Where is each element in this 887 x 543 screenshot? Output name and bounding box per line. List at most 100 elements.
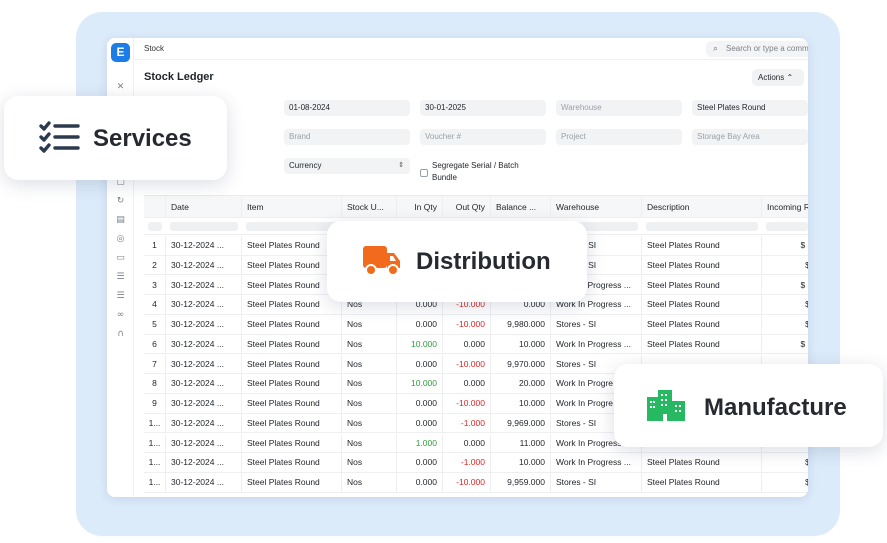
cell-warehouse[interactable]: Work In Progress ... xyxy=(551,453,642,472)
cell-out-qty[interactable]: 0.000 xyxy=(443,374,491,393)
cell-out-qty[interactable]: -10.000 xyxy=(443,315,491,334)
cell-incoming-rate[interactable]: $ 0 xyxy=(762,295,808,314)
cell-incoming-rate[interactable]: $ 0 xyxy=(762,315,808,334)
server-icon[interactable]: ☰ xyxy=(116,291,125,301)
table-row[interactable]: 1... 30-12-2024 ... Steel Plates Round Nos 0… xyxy=(144,413,808,434)
cell-uom[interactable]: Nos xyxy=(342,473,397,492)
printer-icon[interactable]: ▤ xyxy=(116,215,125,225)
header-description[interactable]: Description xyxy=(642,196,762,217)
row-index[interactable]: 8 xyxy=(144,374,166,393)
row-index[interactable]: 5 xyxy=(144,315,166,334)
cell-description[interactable]: Steel Plates Round xyxy=(642,295,762,314)
cell-warehouse[interactable]: Work In Progress ... xyxy=(551,334,642,354)
row-index[interactable]: 7 xyxy=(144,354,166,374)
filter-date[interactable] xyxy=(170,222,238,231)
cell-warehouse[interactable]: Stores - SI xyxy=(551,354,642,374)
cell-in-qty[interactable]: 1.000 xyxy=(397,433,443,453)
cell-item[interactable]: Steel Plates Round xyxy=(242,413,342,433)
cell-balance[interactable]: 10.000 xyxy=(491,394,551,413)
manufacture-card[interactable]: Manufacture xyxy=(614,364,883,447)
distribution-card[interactable]: Distribution xyxy=(327,221,587,302)
cell-uom[interactable]: Nos xyxy=(342,315,397,334)
segregate-checkbox[interactable] xyxy=(420,169,428,177)
cell-incoming-rate[interactable]: $ 0 xyxy=(762,256,808,275)
cell-uom[interactable]: Nos xyxy=(342,413,397,433)
app-logo[interactable]: E xyxy=(111,43,130,62)
cell-date[interactable]: 30-12-2024 ... xyxy=(166,255,242,275)
cell-in-qty[interactable]: 0.000 xyxy=(397,354,443,374)
table-row[interactable]: 9 30-12-2024 ... Steel Plates Round Nos 0.00… xyxy=(144,394,808,414)
cell-date[interactable]: 30-12-2024 ... xyxy=(166,334,242,354)
row-index[interactable]: 4 xyxy=(144,295,166,314)
cell-item[interactable]: Steel Plates Round xyxy=(242,453,342,472)
services-card[interactable]: Services xyxy=(4,96,227,180)
row-index[interactable]: 3 xyxy=(144,275,166,295)
cell-warehouse[interactable]: Stores - SI xyxy=(551,315,642,334)
target-icon[interactable]: ◎ xyxy=(116,234,125,244)
cell-description[interactable]: Steel Plates Round xyxy=(642,453,762,472)
database-icon[interactable]: ☰ xyxy=(116,272,125,282)
header-uom[interactable]: Stock U... xyxy=(342,196,397,217)
row-index[interactable]: 1 xyxy=(144,236,166,255)
refresh-icon[interactable]: ↻ xyxy=(116,196,125,206)
cell-date[interactable]: 30-12-2024 ... xyxy=(166,433,242,453)
headset-icon[interactable]: ∩ xyxy=(117,329,124,339)
cell-uom[interactable]: Nos xyxy=(342,453,397,472)
cell-incoming-rate[interactable]: $ 30 xyxy=(800,338,808,349)
cell-balance[interactable]: 9,969.000 xyxy=(491,413,551,433)
tools-icon[interactable]: ✕ xyxy=(116,82,125,92)
actions-button[interactable]: Actions ⌃ xyxy=(752,69,804,86)
filter-warehouse[interactable] xyxy=(555,222,638,231)
filter-description[interactable] xyxy=(646,222,758,231)
cell-date[interactable]: 30-12-2024 ... xyxy=(166,315,242,334)
row-index[interactable]: 9 xyxy=(144,394,166,413)
cell-out-qty[interactable]: 0.000 xyxy=(443,433,491,453)
brand-field[interactable]: Brand xyxy=(284,129,410,145)
cell-item[interactable]: Steel Plates Round xyxy=(242,315,342,334)
link-icon[interactable]: ∞ xyxy=(116,310,125,320)
to-date-field[interactable]: 30-01-2025 xyxy=(420,100,546,116)
header-item[interactable]: Item xyxy=(242,196,342,217)
cell-uom[interactable]: Nos xyxy=(342,374,397,393)
table-row[interactable]: 5 30-12-2024 ... Steel Plates Round Nos 0.00… xyxy=(144,315,808,335)
cell-uom[interactable]: Nos xyxy=(342,394,397,413)
cell-date[interactable]: 30-12-2024 ... xyxy=(166,413,242,433)
cell-balance[interactable]: 9,980.000 xyxy=(491,315,551,334)
cell-in-qty[interactable]: 0.000 xyxy=(397,295,443,314)
row-index[interactable]: 6 xyxy=(144,334,166,354)
cell-out-qty[interactable]: -1.000 xyxy=(443,413,491,433)
item-field[interactable]: Steel Plates Round xyxy=(692,100,808,116)
row-index[interactable]: 1... xyxy=(144,453,166,472)
cell-uom[interactable]: Nos xyxy=(342,433,397,453)
cell-balance[interactable]: 9,959.000 xyxy=(491,473,551,492)
project-field[interactable]: Project xyxy=(556,129,682,145)
breadcrumb[interactable]: Stock xyxy=(144,44,165,53)
box-icon[interactable]: ▢ xyxy=(116,177,125,187)
cell-description[interactable]: Steel Plates Round xyxy=(642,334,762,354)
cell-uom[interactable]: Nos xyxy=(342,334,397,354)
row-index[interactable]: 1... xyxy=(144,473,166,492)
cell-incoming-rate[interactable]: $ 0 xyxy=(762,453,808,472)
cell-balance[interactable]: 10.000 xyxy=(491,334,551,354)
cell-description[interactable]: Steel Plates Round xyxy=(642,473,762,492)
cell-uom[interactable]: Nos xyxy=(342,295,397,314)
cell-date[interactable]: 30-12-2024 ... xyxy=(166,295,242,314)
voucher-field[interactable]: Voucher # xyxy=(420,129,546,145)
row-index[interactable]: 2 xyxy=(144,255,166,275)
cell-item[interactable]: Steel Plates Round xyxy=(242,433,342,453)
header-in-qty[interactable]: In Qty xyxy=(397,196,443,217)
table-row[interactable]: 4 30-12-2024 ... Steel Plates Round Nos 0.00… xyxy=(144,295,808,315)
cell-warehouse[interactable]: Work In Progress ... xyxy=(551,295,642,314)
table-row[interactable]: 6 30-12-2024 ... Steel Plates Round Nos 10.0… xyxy=(144,334,808,355)
cell-incoming-rate[interactable]: $ 30 xyxy=(800,279,808,290)
header-date[interactable]: Date xyxy=(166,196,242,217)
currency-select[interactable]: Currency ⇕ xyxy=(284,158,410,174)
search-input[interactable]: ⌕ Search or type a command ( xyxy=(706,41,808,57)
header-out-qty[interactable]: Out Qty xyxy=(443,196,491,217)
cell-date[interactable]: 30-12-2024 ... xyxy=(166,374,242,393)
cell-item[interactable]: Steel Plates Round xyxy=(242,394,342,413)
cell-date[interactable]: 30-12-2024 ... xyxy=(166,275,242,295)
cell-date[interactable]: 30-12-2024 ... xyxy=(166,354,242,374)
cell-date[interactable]: 30-12-2024 ... xyxy=(166,394,242,413)
cell-description[interactable] xyxy=(642,354,762,374)
